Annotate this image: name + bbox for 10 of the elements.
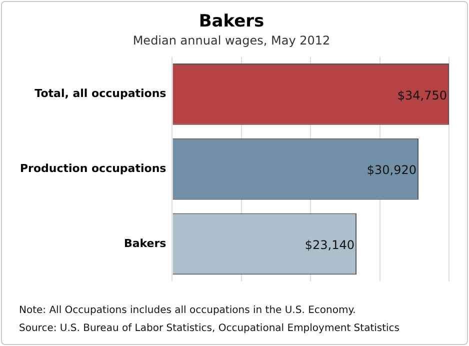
chart-subtitle: Median annual wages, May 2012 — [132, 34, 330, 48]
y-tick-label: Bakers — [124, 236, 167, 250]
data-label: $23,140 — [304, 238, 355, 252]
data-label: $34,750 — [397, 88, 447, 102]
text: Note: All Occupations includes all occupations in the U.S. Economy. — [19, 304, 357, 318]
source-note: Source: U.S. Bureau of Labor Statistics, Occupational Employment Statistics — [19, 322, 400, 336]
y-tick-label: Total, all occupations — [34, 87, 167, 100]
y-tick-label: Production occupations — [20, 162, 167, 175]
chart-title: Bakers — [198, 12, 264, 32]
data-label: $30,920 — [366, 163, 416, 178]
